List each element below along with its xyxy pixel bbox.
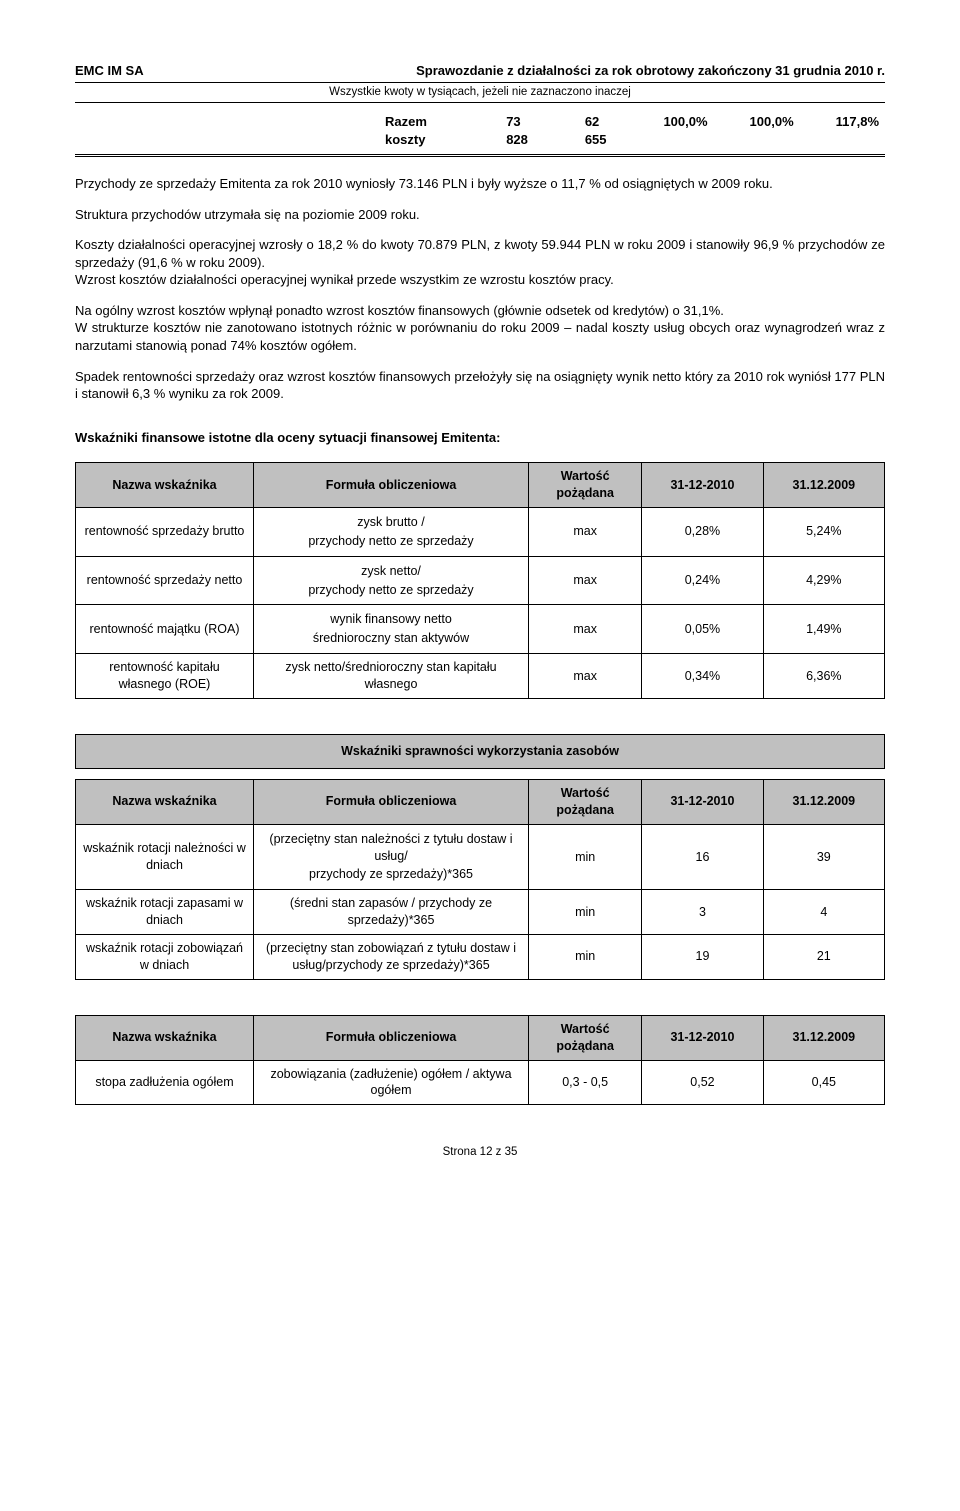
razem-label: Razem koszty xyxy=(75,113,464,148)
ratio-desired: min xyxy=(529,824,642,890)
t2-title: Wskaźniki sprawności wykorzystania zasob… xyxy=(76,735,885,769)
header-rule-2 xyxy=(75,102,885,103)
th-2009: 31.12.2009 xyxy=(763,463,884,508)
table-row: wskaźnik rotacji zobowiązań w dniach(prz… xyxy=(76,935,885,980)
ratio-name: rentowność sprzedaży brutto xyxy=(76,507,254,556)
razem-v1: 73 828 xyxy=(506,113,543,148)
table-row: stopa zadłużenia ogółemzobowiązania (zad… xyxy=(76,1060,885,1105)
ratio-desired: min xyxy=(529,935,642,980)
ratio-formula: wynik finansowy nettośrednioroczny stan … xyxy=(253,605,528,654)
th-desired-2: Wartość pożądana xyxy=(529,779,642,824)
ratio-value-2009: 6,36% xyxy=(763,654,884,699)
ratio-value-2010: 0,34% xyxy=(642,654,763,699)
ratio-value-2010: 0,24% xyxy=(642,556,763,605)
th-2009-2: 31.12.2009 xyxy=(763,779,884,824)
ratio-name: wskaźnik rotacji zobowiązań w dniach xyxy=(76,935,254,980)
ratio-value-2009: 5,24% xyxy=(763,507,884,556)
razem-v2: 62 655 xyxy=(585,113,622,148)
ratio-value-2010: 16 xyxy=(642,824,763,890)
header-subtitle: Wszystkie kwoty w tysiącach, jeżeli nie … xyxy=(75,85,885,101)
th-formula-3: Formuła obliczeniowa xyxy=(253,1015,528,1060)
double-rule xyxy=(75,154,885,157)
th-formula: Formuła obliczeniowa xyxy=(253,463,528,508)
ratio-formula: zobowiązania (zadłużenie) ogółem / aktyw… xyxy=(253,1060,528,1105)
ratio-name: stopa zadłużenia ogółem xyxy=(76,1060,254,1105)
para-2: Struktura przychodów utrzymała się na po… xyxy=(75,206,885,224)
ratio-value-2010: 0,05% xyxy=(642,605,763,654)
ratio-value-2009: 21 xyxy=(763,935,884,980)
ratio-value-2009: 39 xyxy=(763,824,884,890)
report-title: Sprawozdanie z działalności za rok obrot… xyxy=(416,62,885,80)
para-1: Przychody ze sprzedaży Emitenta za rok 2… xyxy=(75,175,885,193)
para-5: Spadek rentowności sprzedaży oraz wzrost… xyxy=(75,368,885,403)
ratio-formula: (przeciętny stan należności z tytułu dos… xyxy=(253,824,528,890)
table-row: rentowność kapitału własnego (ROE)zysk n… xyxy=(76,654,885,699)
header-rule-1 xyxy=(75,82,885,83)
ratios-table-2: Wskaźniki sprawności wykorzystania zasob… xyxy=(75,734,885,980)
ratio-desired: 0,3 - 0,5 xyxy=(529,1060,642,1105)
ratio-name: rentowność majątku (ROA) xyxy=(76,605,254,654)
ratio-name: rentowność sprzedaży netto xyxy=(76,556,254,605)
section-title: Wskaźniki finansowe istotne dla oceny sy… xyxy=(75,429,885,447)
ratio-name: wskaźnik rotacji zapasami w dniach xyxy=(76,890,254,935)
ratio-desired: max xyxy=(529,605,642,654)
ratio-value-2010: 0,28% xyxy=(642,507,763,556)
ratio-name: wskaźnik rotacji należności w dniach xyxy=(76,824,254,890)
ratio-desired: min xyxy=(529,890,642,935)
th-2010-2: 31-12-2010 xyxy=(642,779,763,824)
ratio-value-2009: 1,49% xyxy=(763,605,884,654)
th-name-2: Nazwa wskaźnika xyxy=(76,779,254,824)
ratio-formula: zysk brutto /przychody netto ze sprzedaż… xyxy=(253,507,528,556)
ratio-value-2010: 19 xyxy=(642,935,763,980)
th-desired: Wartość pożądana xyxy=(529,463,642,508)
th-name: Nazwa wskaźnika xyxy=(76,463,254,508)
ratio-formula: zysk netto/przychody netto ze sprzedaży xyxy=(253,556,528,605)
th-2010-3: 31-12-2010 xyxy=(642,1015,763,1060)
ratio-formula: (średni stan zapasów / przychody ze sprz… xyxy=(253,890,528,935)
page-footer: Strona 12 z 35 xyxy=(75,1145,885,1161)
table-row: wskaźnik rotacji należności w dniach(prz… xyxy=(76,824,885,890)
table-row: rentowność sprzedaży bruttozysk brutto /… xyxy=(76,507,885,556)
table-row: wskaźnik rotacji zapasami w dniach(średn… xyxy=(76,890,885,935)
razem-p2: 100,0% xyxy=(750,113,794,148)
table-row: rentowność sprzedaży nettozysk netto/prz… xyxy=(76,556,885,605)
ratio-desired: max xyxy=(529,556,642,605)
razem-p1: 100,0% xyxy=(663,113,707,148)
th-2010: 31-12-2010 xyxy=(642,463,763,508)
th-desired-3: Wartość pożądana xyxy=(529,1015,642,1060)
table-row: rentowność majątku (ROA)wynik finansowy … xyxy=(76,605,885,654)
company-name: EMC IM SA xyxy=(75,62,144,80)
ratios-table-1: Nazwa wskaźnika Formuła obliczeniowa War… xyxy=(75,462,885,699)
ratios-table-3: Nazwa wskaźnika Formuła obliczeniowa War… xyxy=(75,1015,885,1106)
ratio-desired: max xyxy=(529,507,642,556)
para-3: Koszty działalności operacyjnej wzrosły … xyxy=(75,236,885,289)
para-4: Na ogólny wzrost kosztów wpłynął ponadto… xyxy=(75,302,885,355)
ratio-formula: zysk netto/średnioroczny stan kapitału w… xyxy=(253,654,528,699)
ratio-value-2010: 0,52 xyxy=(642,1060,763,1105)
ratio-value-2009: 0,45 xyxy=(763,1060,884,1105)
ratio-desired: max xyxy=(529,654,642,699)
ratio-formula: (przeciętny stan zobowiązań z tytułu dos… xyxy=(253,935,528,980)
razem-koszty-row: Razem koszty 73 828 62 655 100,0% 100,0%… xyxy=(75,113,885,148)
razem-p3: 117,8% xyxy=(836,113,879,148)
ratio-value-2009: 4 xyxy=(763,890,884,935)
th-name-3: Nazwa wskaźnika xyxy=(76,1015,254,1060)
ratio-name: rentowność kapitału własnego (ROE) xyxy=(76,654,254,699)
th-2009-3: 31.12.2009 xyxy=(763,1015,884,1060)
th-formula-2: Formuła obliczeniowa xyxy=(253,779,528,824)
ratio-value-2009: 4,29% xyxy=(763,556,884,605)
ratio-value-2010: 3 xyxy=(642,890,763,935)
